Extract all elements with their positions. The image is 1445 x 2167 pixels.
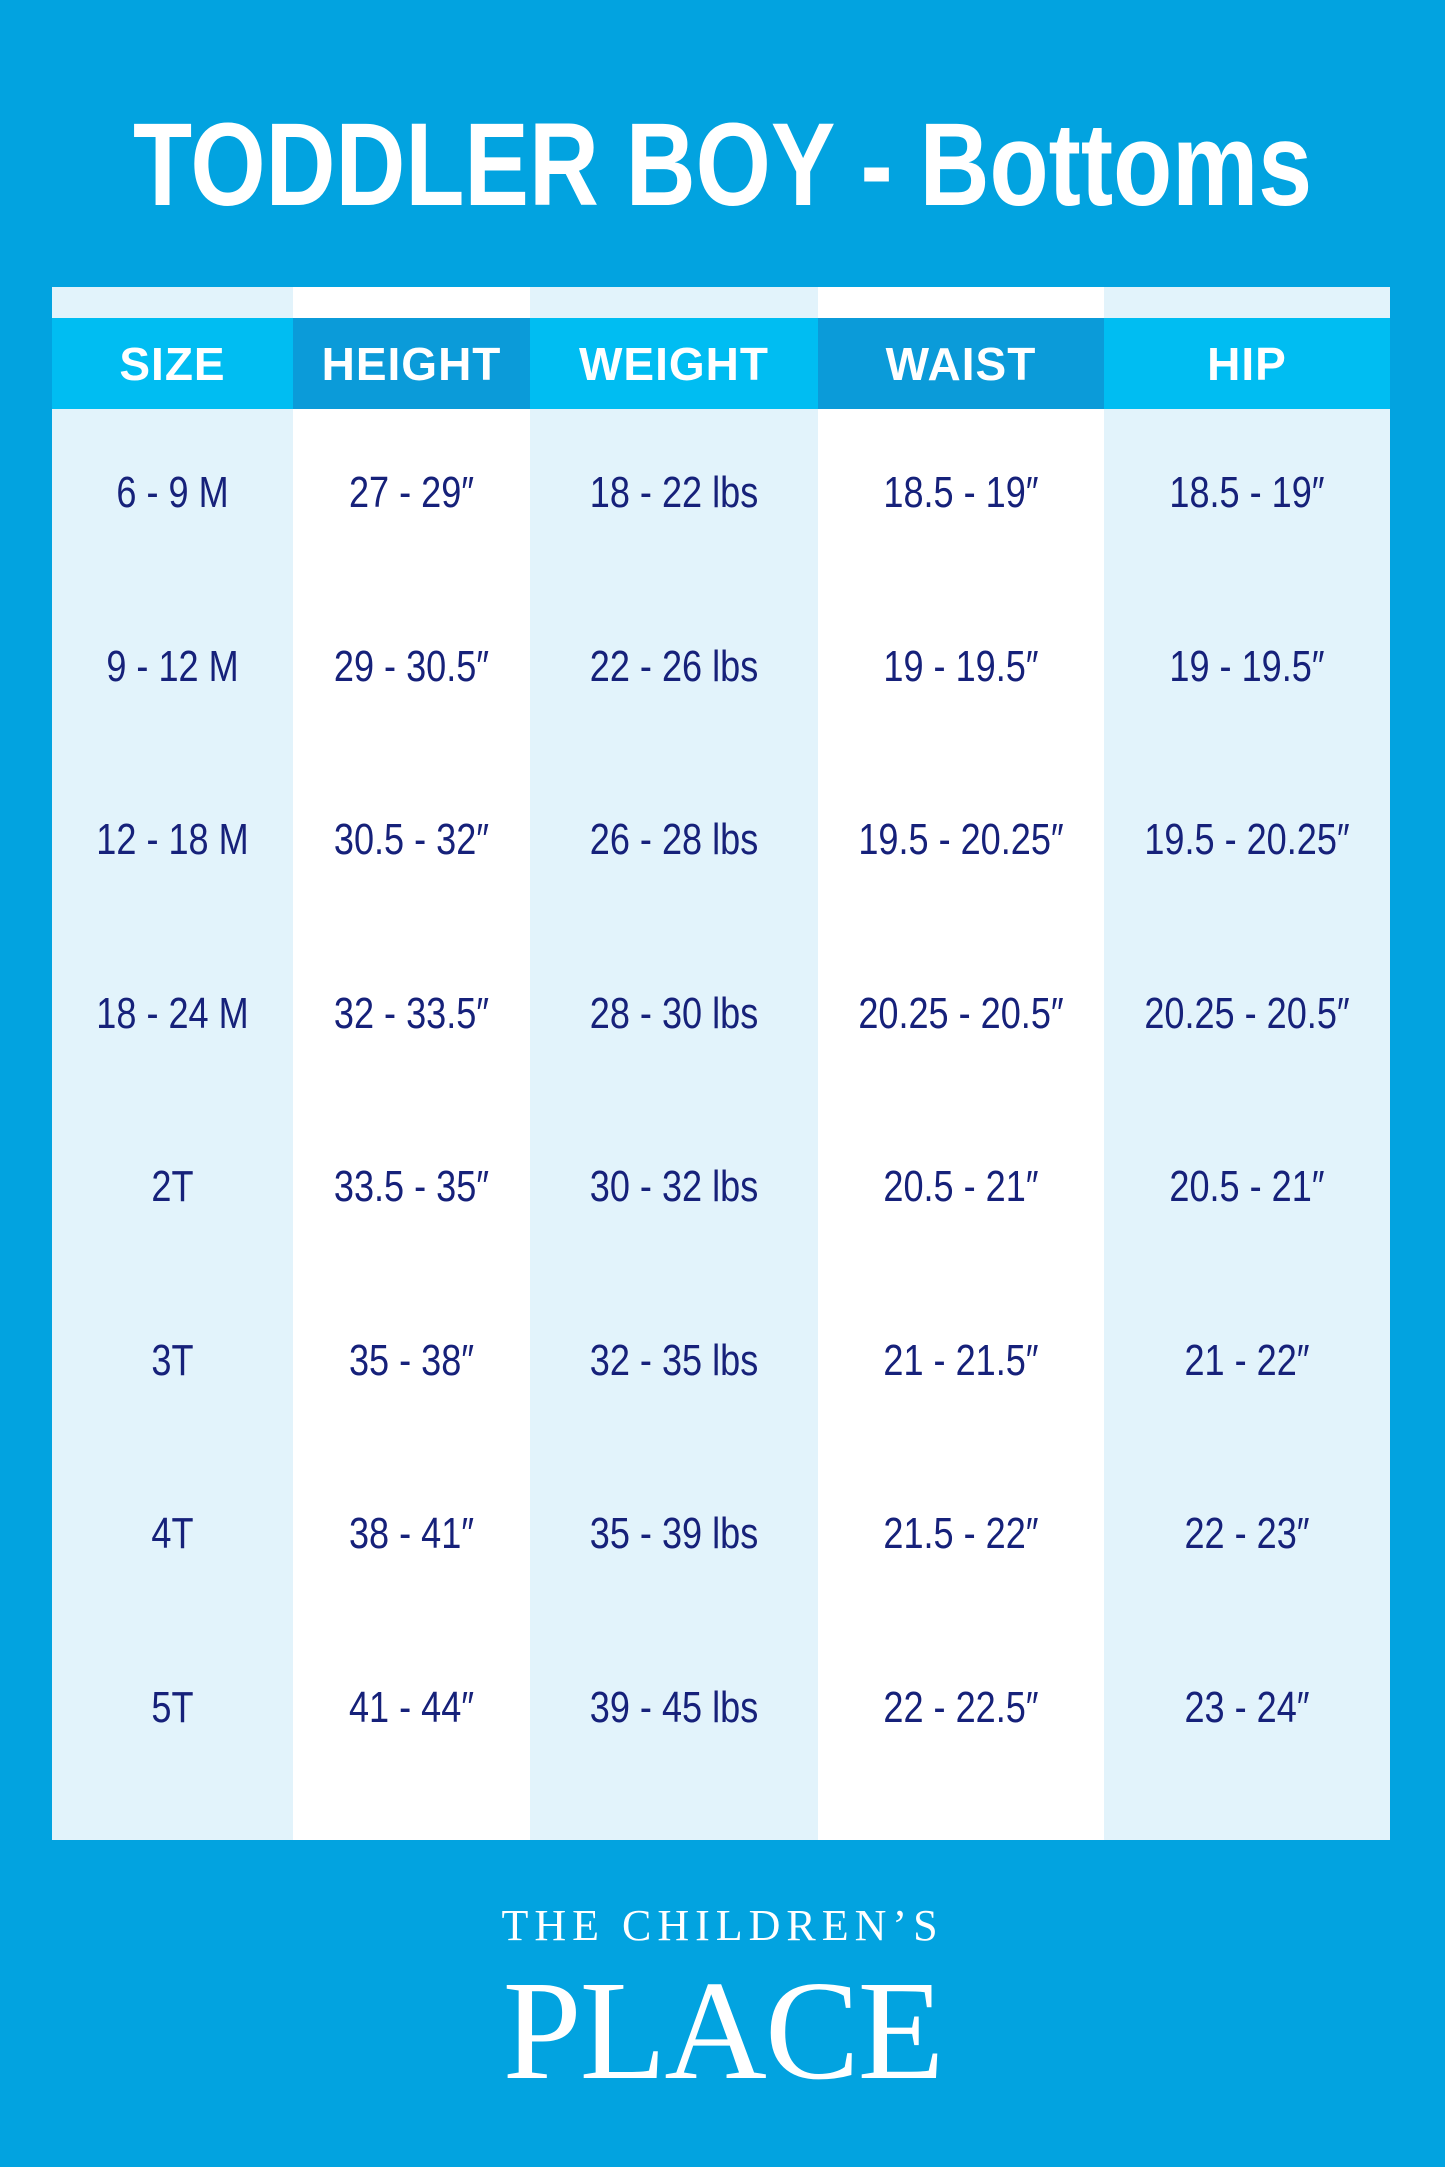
table-cell: 38 - 41″ <box>348 1509 475 1558</box>
table-cell: 21 - 21.5″ <box>883 1335 1039 1385</box>
table-cell: 30.5 - 32″ <box>333 815 490 864</box>
table-cell: 35 - 38″ <box>348 1335 475 1385</box>
table-cell: 19.5 - 20.25″ <box>1144 815 1350 864</box>
table-cell: 32 - 33.5″ <box>333 988 490 1038</box>
brand-name: PLACE <box>502 1951 945 2109</box>
table-cell: 26 - 28 lbs <box>589 815 759 864</box>
table-cell: 9 - 12 M <box>106 641 239 691</box>
table-cell: 18 - 24 M <box>96 988 249 1038</box>
table-cell: 2T <box>151 1162 194 1211</box>
table-cell: 19.5 - 20.25″ <box>858 815 1064 864</box>
table-cell: 22 - 23″ <box>1184 1509 1310 1558</box>
table-cell: 12 - 18 M <box>96 815 249 864</box>
table-cell: 22 - 26 lbs <box>589 641 759 691</box>
table-cell: 20.25 - 20.5″ <box>858 988 1064 1038</box>
table-cell: 20.5 - 21″ <box>883 1162 1039 1211</box>
table-cell: 21.5 - 22″ <box>883 1509 1039 1558</box>
table-cell: 22 - 22.5″ <box>883 1682 1039 1732</box>
table-cell: 28 - 30 lbs <box>589 988 759 1038</box>
table-cell: 6 - 9 M <box>116 468 229 517</box>
table-cell: 41 - 44″ <box>348 1682 475 1732</box>
table-cell: 23 - 24″ <box>1184 1682 1310 1732</box>
table-cell: 18.5 - 19″ <box>883 468 1039 517</box>
table-cell: 30 - 32 lbs <box>589 1162 759 1211</box>
table-cell: 29 - 30.5″ <box>333 641 490 691</box>
column-header: SIZE <box>52 318 293 409</box>
table-cell: 39 - 45 lbs <box>589 1682 759 1732</box>
column-bg <box>293 287 530 1840</box>
table-cell: 4T <box>151 1509 194 1558</box>
table-cell: 33.5 - 35″ <box>333 1162 490 1211</box>
table-cell: 32 - 35 lbs <box>589 1335 759 1385</box>
table-cell: 3T <box>151 1335 194 1385</box>
table-cell: 19 - 19.5″ <box>1169 641 1325 691</box>
column-bg <box>1104 287 1390 1840</box>
size-table: SIZE 6 - 9 M 9 - 12 M 12 - 18 M 18 - 24 M 2T 3… <box>52 287 1390 1840</box>
table-cell: 21 - 22″ <box>1184 1335 1310 1385</box>
table-cell: 19 - 19.5″ <box>883 641 1039 691</box>
table-cell: 18 - 22 lbs <box>589 468 759 517</box>
column-header: HIP <box>1104 318 1390 409</box>
table-cell: 5T <box>151 1682 194 1732</box>
title: TODDLER BOY - Bottoms <box>132 99 1313 231</box>
table-cell: 18.5 - 19″ <box>1169 468 1325 517</box>
table-cell: 27 - 29″ <box>348 468 475 517</box>
column-bg <box>52 287 293 1840</box>
table-cell: 20.5 - 21″ <box>1169 1162 1325 1211</box>
column-bg <box>818 287 1104 1840</box>
column-bg <box>530 287 818 1840</box>
column-header: WEIGHT <box>530 318 818 409</box>
table-cell: 20.25 - 20.5″ <box>1144 988 1350 1038</box>
table-cell: 35 - 39 lbs <box>589 1509 759 1558</box>
column-header: HEIGHT <box>293 318 530 409</box>
brand-line: THE CHILDREN’S <box>501 1901 944 1950</box>
column-header: WAIST <box>818 318 1104 409</box>
